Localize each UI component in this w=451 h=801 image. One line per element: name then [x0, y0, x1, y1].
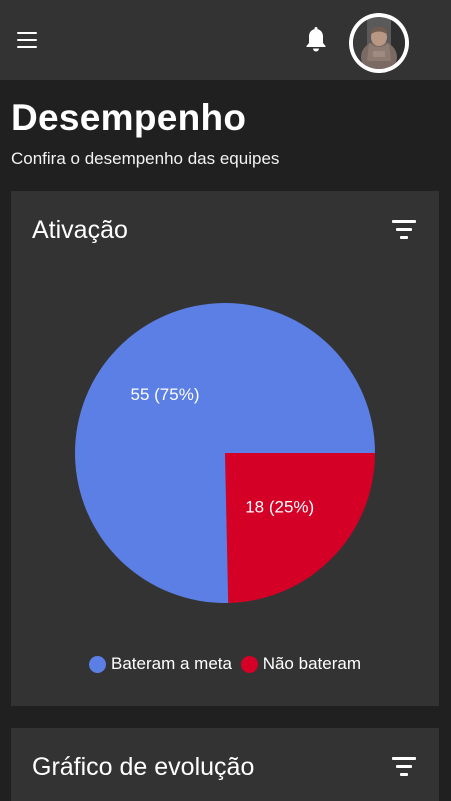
pie-label-not-met: 18 (25%) — [245, 498, 314, 517]
filter-icon[interactable] — [392, 220, 416, 240]
pie-label-met: 55 (75%) — [131, 385, 200, 404]
chart-legend: Bateram a meta Não bateram — [11, 653, 439, 679]
legend-dot-met — [89, 655, 107, 673]
activation-card: 18 (25%) 55 (75%) Ativação Bateram a meta… — [11, 191, 439, 706]
activation-pie-chart: 18 (25%) 55 (75%) — [11, 191, 439, 706]
page-title: Desempenho — [11, 97, 247, 138]
pie-slice-not-met[interactable] — [225, 453, 375, 603]
legend-item-met[interactable]: Bateram a meta — [89, 653, 232, 675]
evolution-card-title: Gráfico de evolução — [32, 753, 255, 781]
activation-card-title: Ativação — [32, 216, 128, 244]
legend-dot-not-met — [240, 655, 258, 673]
legend-label-not-met: Não bateram — [262, 654, 361, 673]
filter-icon[interactable] — [392, 757, 416, 777]
evolution-card: Gráfico de evolução — [11, 728, 439, 801]
pie-slice-met[interactable] — [75, 303, 376, 603]
legend-item-not-met[interactable]: Não bateram — [240, 653, 361, 675]
page-subtitle: Confira o desempenho das equipes — [11, 149, 280, 168]
legend-label-met: Bateram a meta — [111, 654, 232, 673]
avatar[interactable] — [349, 13, 409, 73]
hamburger-menu-icon[interactable] — [17, 32, 37, 48]
avatar-photo — [353, 17, 405, 69]
top-app-bar — [0, 0, 451, 80]
bell-icon[interactable] — [303, 26, 329, 54]
